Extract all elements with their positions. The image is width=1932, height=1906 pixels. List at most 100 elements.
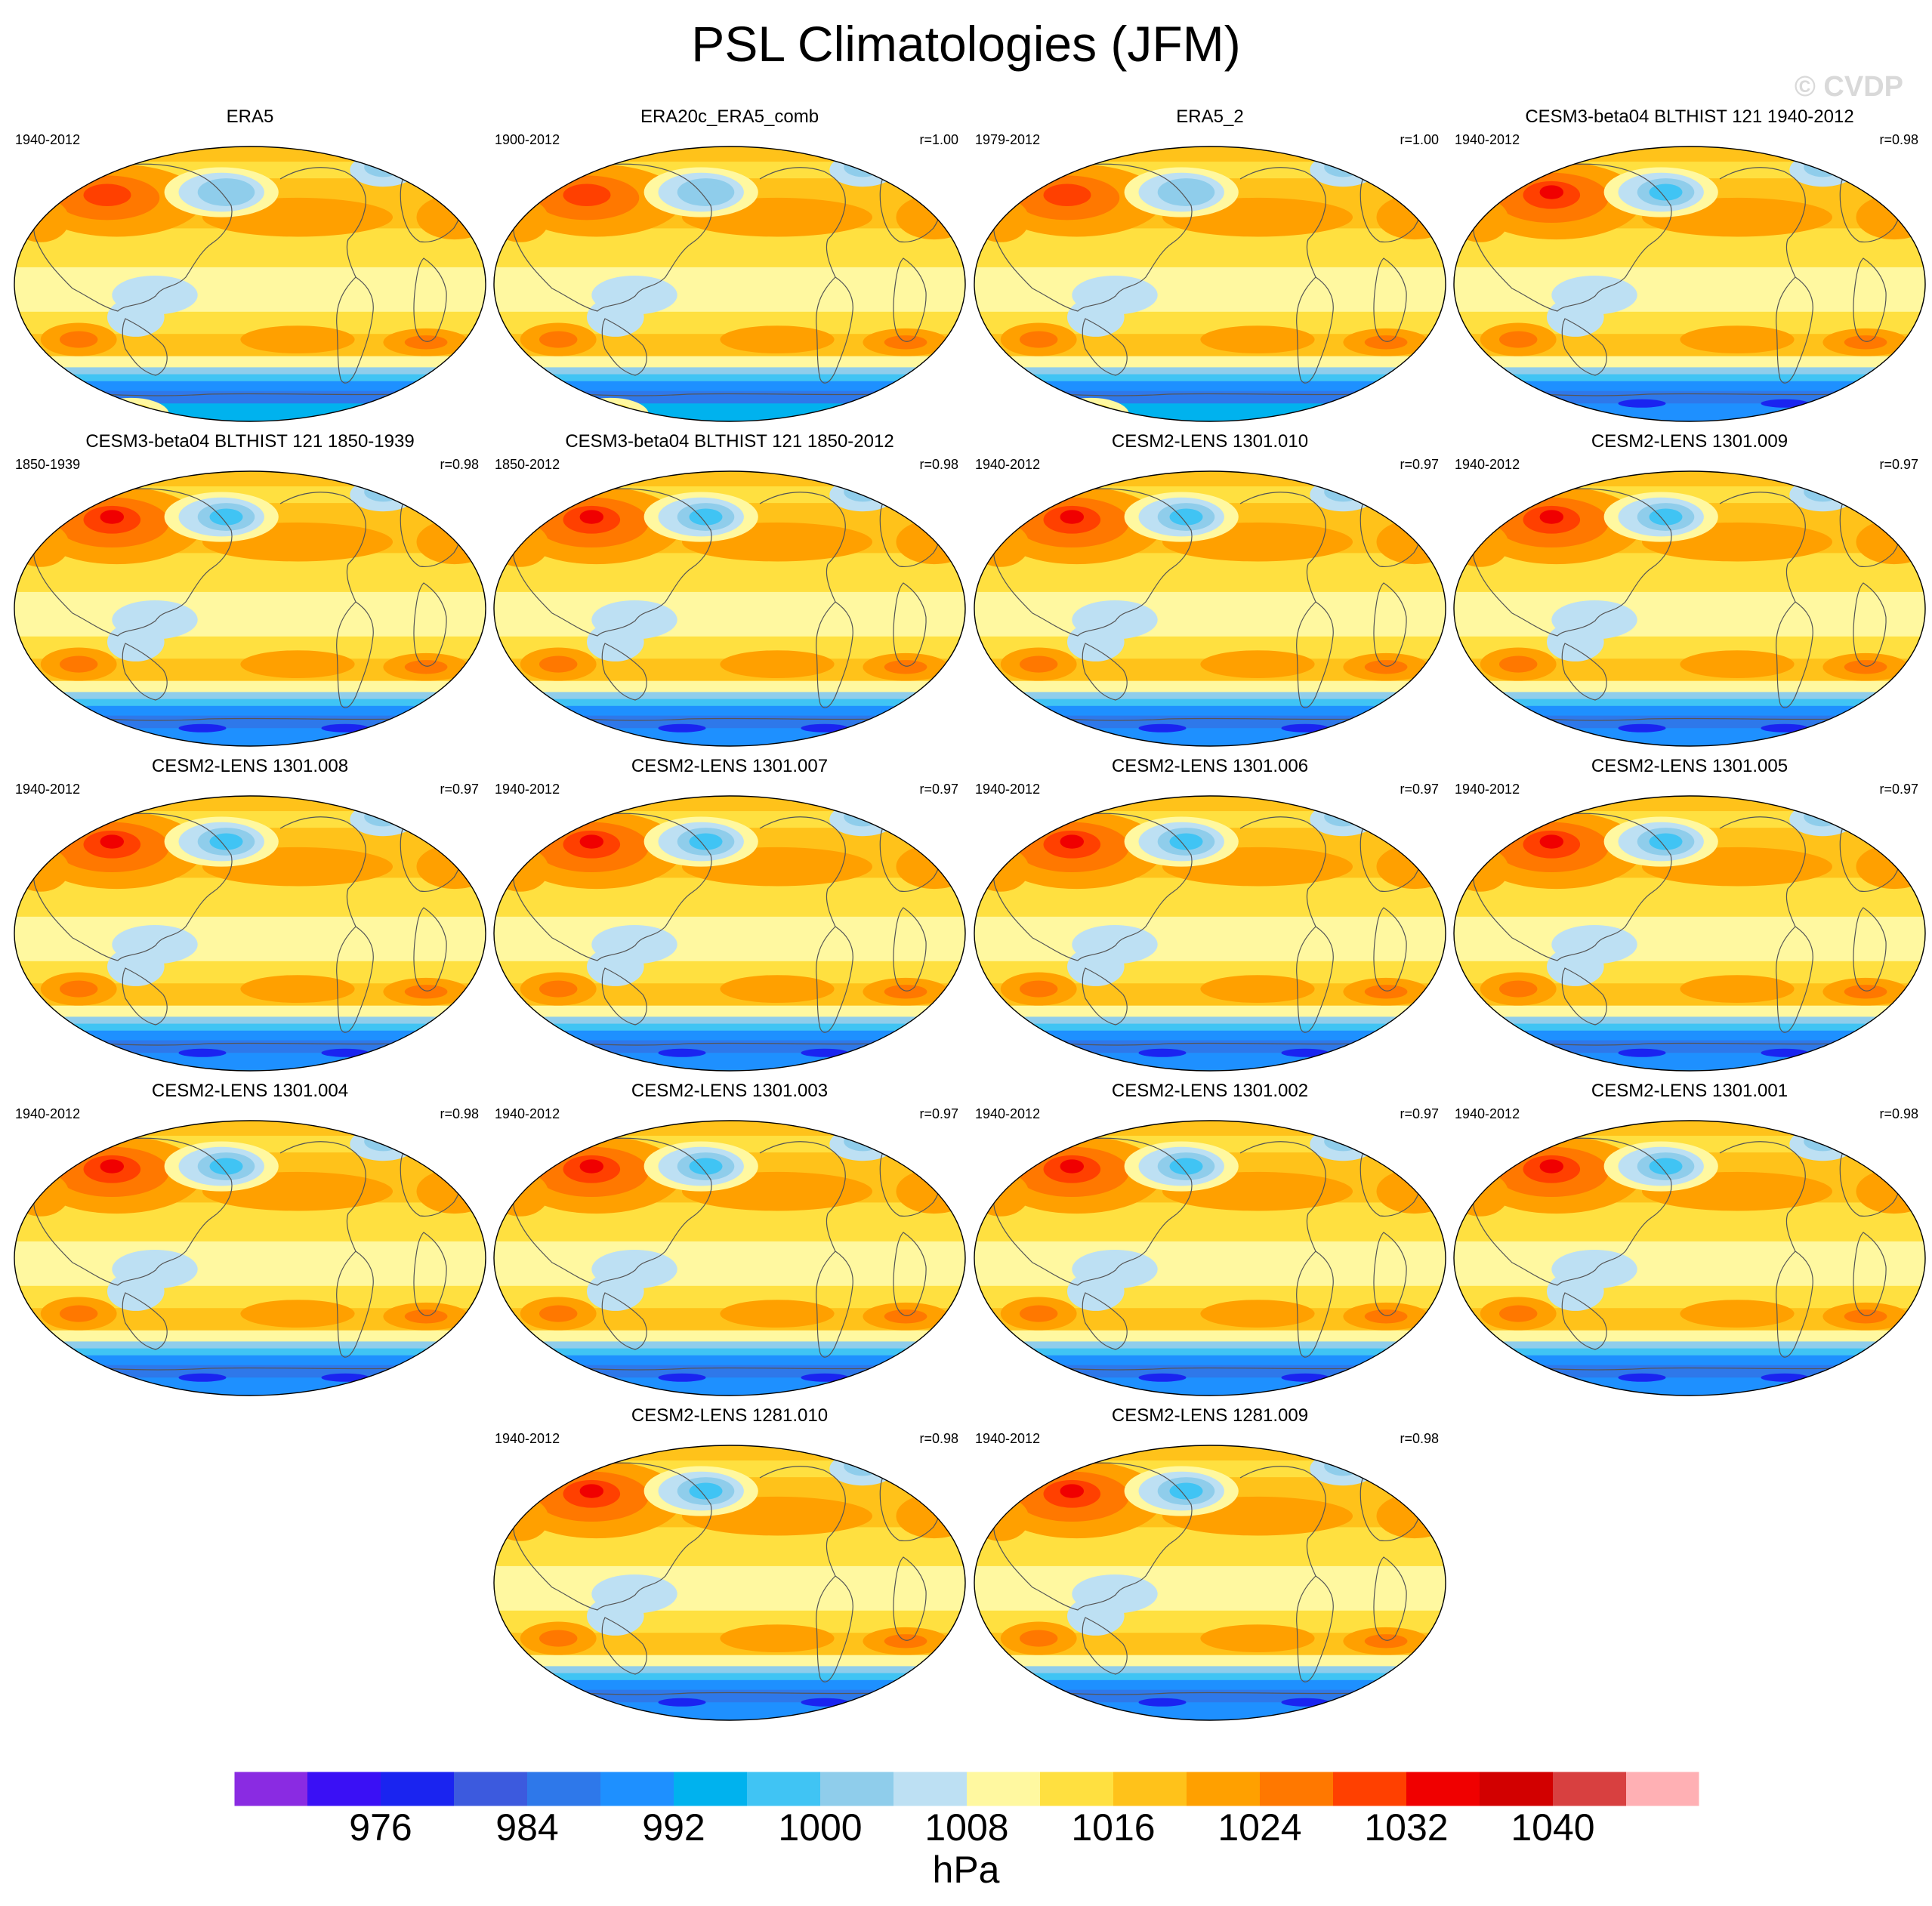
panel-period: 1940-2012 — [1455, 1106, 1520, 1121]
panel-period: 1940-2012 — [1455, 782, 1520, 797]
panel-title: CESM2-LENS 1301.005 — [1591, 756, 1788, 776]
colorbar-swatch — [454, 1772, 528, 1806]
psl-map — [493, 470, 966, 747]
psl-map — [974, 146, 1446, 422]
colorbar-tick-label: 976 — [349, 1806, 412, 1849]
colorbar-swatch — [747, 1772, 821, 1806]
colorbar-swatch — [1187, 1772, 1261, 1806]
colorbar-swatch — [234, 1772, 308, 1806]
map-panel: CESM2-LENS 1301.006 1940-2012 r=0.97 — [972, 755, 1448, 1072]
panel-title: CESM3-beta04 BLTHIST 121 1940-2012 — [1525, 106, 1854, 127]
map-panel: CESM2-LENS 1301.004 1940-2012 r=0.98 — [12, 1080, 488, 1397]
colorbar-tick-label: 1032 — [1364, 1806, 1449, 1849]
map-panel: CESM2-LENS 1281.010 1940-2012 r=0.98 — [492, 1405, 968, 1722]
map-panel: CESM2-LENS 1301.005 1940-2012 r=0.97 — [1452, 755, 1927, 1072]
panel-correlation: r=0.98 — [919, 1431, 958, 1446]
panel-correlation: r=0.98 — [919, 457, 958, 472]
colorbar-tick-label: 992 — [642, 1806, 705, 1849]
panel-correlation: r=0.97 — [919, 782, 958, 797]
panel-period: 1940-2012 — [15, 1106, 81, 1121]
panel-title: CESM2-LENS 1301.006 — [1111, 756, 1309, 776]
psl-map — [14, 470, 486, 747]
colorbar-tick-label: 1016 — [1071, 1806, 1156, 1849]
panel-title: CESM2-LENS 1301.003 — [631, 1081, 829, 1101]
panel-period: 1940-2012 — [15, 132, 81, 147]
psl-map — [493, 1120, 966, 1396]
panel-correlation: r=0.97 — [1400, 1106, 1439, 1121]
psl-map — [974, 1445, 1446, 1721]
psl-map — [974, 1120, 1446, 1396]
panel-period: 1940-2012 — [495, 1431, 560, 1446]
colorbar-swatch — [674, 1772, 748, 1806]
panel-correlation: r=0.97 — [1879, 782, 1918, 797]
psl-map — [14, 1120, 486, 1396]
colorbar-swatch — [1260, 1772, 1334, 1806]
panel-title: ERA20c_ERA5_comb — [640, 106, 819, 127]
panel-title: CESM2-LENS 1281.009 — [1111, 1405, 1309, 1426]
panel-title: CESM2-LENS 1301.002 — [1111, 1081, 1309, 1101]
colorbar-swatch — [820, 1772, 894, 1806]
panel-period: 1940-2012 — [975, 1431, 1041, 1446]
panel-period: 1940-2012 — [975, 457, 1041, 472]
map-panel: CESM2-LENS 1301.010 1940-2012 r=0.97 — [972, 430, 1448, 748]
colorbar-swatch — [1480, 1772, 1554, 1806]
panel-period: 1979-2012 — [975, 132, 1041, 147]
psl-map — [14, 795, 486, 1072]
colorbar-swatch — [381, 1772, 455, 1806]
psl-map — [974, 795, 1446, 1072]
panel-period: 1940-2012 — [495, 782, 560, 797]
panel-period: 1900-2012 — [495, 132, 560, 147]
colorbar-tick-label: 1008 — [924, 1806, 1009, 1849]
psl-map — [493, 795, 966, 1072]
colorbar-swatch — [1040, 1772, 1114, 1806]
panel-correlation: r=0.98 — [1879, 1106, 1918, 1121]
panel-period: 1850-1939 — [15, 457, 81, 472]
panel-correlation: r=0.97 — [1400, 457, 1439, 472]
map-panel: CESM2-LENS 1301.009 1940-2012 r=0.97 — [1452, 430, 1927, 748]
colorbar-swatch — [1406, 1772, 1480, 1806]
map-panel: ERA20c_ERA5_comb 1900-2012 r=1.00 — [492, 106, 968, 423]
colorbar-swatch — [1333, 1772, 1407, 1806]
panel-correlation: r=0.97 — [1400, 782, 1439, 797]
panel-correlation: r=0.98 — [440, 457, 479, 472]
watermark: © CVDP — [1794, 71, 1903, 103]
panel-period: 1940-2012 — [15, 782, 81, 797]
map-panel: CESM3-beta04 BLTHIST 121 1850-2012 1850-2… — [492, 430, 968, 748]
map-panel: ERA5_2 1979-2012 r=1.00 — [972, 106, 1448, 423]
panel-correlation: r=0.98 — [1879, 132, 1918, 147]
map-panel: CESM2-LENS 1301.002 1940-2012 r=0.97 — [972, 1080, 1448, 1397]
map-panel: ERA5 1940-2012 — [12, 106, 488, 423]
psl-map — [974, 470, 1446, 747]
panel-period: 1940-2012 — [495, 1106, 560, 1121]
map-panel: CESM2-LENS 1301.001 1940-2012 r=0.98 — [1452, 1080, 1927, 1397]
panel-title: CESM2-LENS 1281.010 — [631, 1405, 829, 1426]
panel-title: CESM2-LENS 1301.009 — [1591, 431, 1788, 452]
panel-title: CESM3-beta04 BLTHIST 121 1850-1939 — [85, 431, 415, 452]
panel-correlation: r=0.97 — [919, 1106, 958, 1121]
colorbar-swatch — [893, 1772, 968, 1806]
colorbar-swatch — [307, 1772, 381, 1806]
figure-title: PSL Climatologies (JFM) — [691, 16, 1241, 72]
panel-title: ERA5 — [226, 106, 274, 127]
panel-period: 1940-2012 — [975, 782, 1041, 797]
map-panel: CESM3-beta04 BLTHIST 121 1940-2012 1940-2… — [1452, 106, 1927, 423]
colorbar — [234, 1772, 1699, 1806]
panel-correlation: r=0.97 — [1879, 457, 1918, 472]
psl-map — [1453, 470, 1926, 747]
psl-map — [1453, 1120, 1926, 1396]
colorbar-tick-label: 984 — [495, 1806, 559, 1849]
panel-title: CESM2-LENS 1301.010 — [1111, 431, 1309, 452]
panel-period: 1940-2012 — [975, 1106, 1041, 1121]
psl-map — [493, 1445, 966, 1721]
panel-correlation: r=1.00 — [919, 132, 958, 147]
psl-map — [1453, 146, 1926, 422]
colorbar-swatch — [1113, 1772, 1187, 1806]
colorbar-swatch — [527, 1772, 601, 1806]
panel-title: CESM2-LENS 1301.007 — [631, 756, 829, 776]
map-panel: CESM2-LENS 1301.008 1940-2012 r=0.97 — [12, 755, 488, 1072]
colorbar-swatch — [600, 1772, 674, 1806]
panel-correlation: r=0.97 — [440, 782, 479, 797]
colorbar-tick-label: 1040 — [1511, 1806, 1595, 1849]
panel-period: 1940-2012 — [1455, 457, 1520, 472]
panel-title: CESM2-LENS 1301.004 — [151, 1081, 349, 1101]
